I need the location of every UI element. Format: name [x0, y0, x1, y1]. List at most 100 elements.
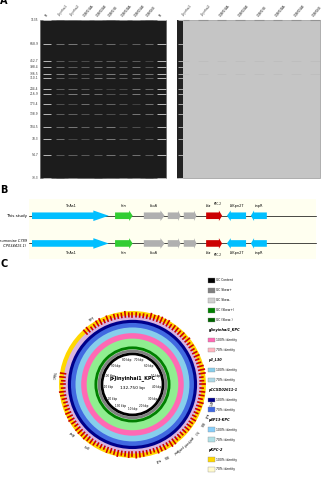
Text: 668.9: 668.9: [30, 42, 38, 46]
Text: htn: htn: [121, 204, 127, 208]
Text: psmI: psmI: [171, 448, 179, 454]
Text: 70 kbp: 70 kbp: [134, 358, 143, 362]
Text: 100% identity: 100% identity: [216, 428, 237, 432]
Bar: [208, 318, 215, 322]
Text: tnpR: tnpR: [255, 204, 263, 208]
Text: insB: insB: [202, 412, 208, 419]
Text: IS26: IS26: [162, 454, 169, 460]
FancyArrow shape: [144, 210, 165, 221]
Text: 310.1: 310.1: [30, 76, 38, 80]
Text: Jinyinhai2: Jinyinhai2: [200, 5, 211, 18]
Text: 30 kbp: 30 kbp: [148, 396, 158, 400]
FancyArrow shape: [227, 210, 246, 221]
Bar: [208, 338, 215, 342]
Text: IS26: IS26: [198, 420, 204, 427]
Text: psmH psmG: psmH psmG: [176, 439, 190, 452]
Text: p-Jinyinhai1_KPC: p-Jinyinhai1_KPC: [110, 375, 156, 381]
Text: 70% identity: 70% identity: [216, 468, 235, 471]
Text: ktoA: ktoA: [150, 250, 158, 254]
Bar: [208, 457, 215, 462]
Text: 130 kbp: 130 kbp: [115, 404, 126, 408]
Text: 100% identity: 100% identity: [216, 458, 237, 462]
Text: 138.9: 138.9: [30, 112, 38, 116]
FancyArrow shape: [115, 210, 133, 221]
Bar: [208, 428, 215, 432]
Text: 54.7: 54.7: [32, 154, 38, 158]
Text: ISKpn27: ISKpn27: [229, 204, 244, 208]
Text: Tn3: Tn3: [193, 428, 199, 435]
Text: 216.9: 216.9: [30, 92, 38, 96]
Text: CQKM06B: CQKM06B: [146, 5, 157, 18]
Text: CQKM01AA: CQKM01AA: [219, 4, 231, 18]
Text: p4P13-KPC: p4P13-KPC: [208, 418, 230, 422]
Text: 20 kbp: 20 kbp: [139, 404, 149, 408]
Text: Jinyinhai2: Jinyinhai2: [69, 5, 81, 18]
FancyArrow shape: [206, 210, 222, 221]
Text: 110 kbp: 110 kbp: [102, 386, 113, 390]
Text: Jinyinhai1: Jinyinhai1: [181, 5, 193, 18]
Text: ktoA: ktoA: [150, 204, 158, 208]
Text: 70% identity: 70% identity: [216, 348, 235, 352]
Text: ktoA: ktoA: [87, 314, 94, 321]
Bar: [208, 298, 215, 302]
Text: 132,750 bp: 132,750 bp: [120, 386, 145, 390]
Text: CQKM06B: CQKM06B: [312, 5, 323, 18]
Text: 33.3: 33.3: [32, 176, 38, 180]
Text: TnAs1: TnAs1: [65, 250, 76, 254]
Text: 100% identity: 100% identity: [216, 338, 237, 342]
Text: M: M: [44, 13, 49, 18]
Text: 10 kbp: 10 kbp: [128, 408, 137, 412]
Text: GC (Skew-): GC (Skew-): [216, 318, 233, 322]
Bar: [208, 348, 215, 352]
Text: CQKM05AB: CQKM05AB: [293, 4, 305, 18]
Text: 80 kbp: 80 kbp: [122, 358, 131, 362]
Text: KPC-2: KPC-2: [214, 254, 222, 258]
Bar: [208, 378, 215, 382]
Text: M: M: [158, 13, 163, 18]
Text: KPC-2: KPC-2: [214, 202, 222, 206]
Text: bla: bla: [206, 204, 212, 208]
FancyArrow shape: [184, 210, 197, 221]
Text: CQKM02AB: CQKM02AB: [95, 4, 107, 18]
Text: 70% identity: 70% identity: [216, 408, 235, 412]
Bar: [177, 20, 319, 178]
FancyArrow shape: [184, 238, 197, 248]
Text: GC Skew-: GC Skew-: [216, 298, 231, 302]
FancyArrow shape: [32, 238, 109, 248]
FancyArrow shape: [206, 238, 222, 248]
Bar: [208, 368, 215, 372]
Text: pJinyinhai1_KPC: pJinyinhai1_KPC: [208, 328, 240, 332]
Text: pCCXD02611-1: pCCXD02611-1: [208, 388, 237, 392]
FancyArrow shape: [251, 238, 267, 248]
Text: 336.5: 336.5: [30, 72, 38, 76]
Text: 50 kbp: 50 kbp: [151, 374, 160, 378]
Bar: [208, 288, 215, 292]
Text: CQKM03B: CQKM03B: [108, 5, 119, 18]
Bar: [177, 20, 183, 178]
Text: bla: bla: [206, 250, 212, 254]
Text: 40 kbp: 40 kbp: [153, 386, 162, 390]
Text: Klebsiella pneumoniae C789
(CP034415.1): Klebsiella pneumoniae C789 (CP034415.1): [0, 239, 27, 248]
Text: pKPC-2: pKPC-2: [208, 448, 223, 452]
Text: 104.5: 104.5: [30, 124, 38, 128]
Text: tnpR: tnpR: [255, 250, 263, 254]
FancyArrow shape: [115, 238, 133, 248]
Bar: [208, 438, 215, 442]
Text: ISKpn27: ISKpn27: [229, 250, 244, 254]
Text: GC Content: GC Content: [216, 278, 233, 282]
Text: p3_L30: p3_L30: [208, 358, 222, 362]
Text: 100% identity: 100% identity: [216, 398, 237, 402]
Text: CQKM02AB: CQKM02AB: [237, 4, 250, 18]
Bar: [208, 467, 215, 471]
Text: CQKM03B: CQKM03B: [256, 5, 267, 18]
Text: repB: repB: [82, 445, 90, 452]
Text: parM: parM: [68, 431, 75, 438]
Bar: [208, 398, 215, 402]
FancyArrow shape: [144, 238, 165, 248]
Text: 70% identity: 70% identity: [216, 438, 235, 442]
Text: 120 kbp: 120 kbp: [106, 396, 118, 400]
Bar: [208, 278, 215, 282]
Text: C: C: [0, 259, 7, 269]
Text: TnAs1: TnAs1: [65, 204, 76, 208]
Text: 100% identity: 100% identity: [216, 368, 237, 372]
